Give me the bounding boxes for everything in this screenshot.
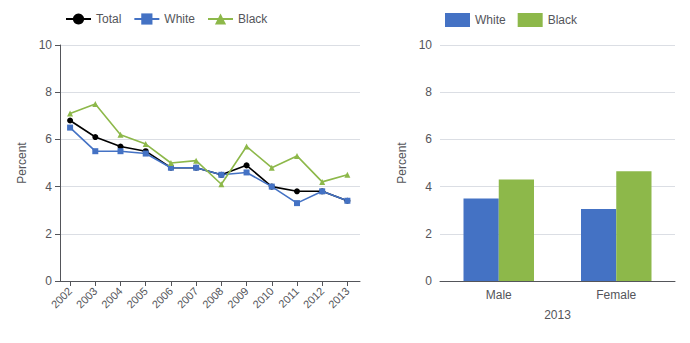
svg-text:Female: Female: [596, 288, 636, 302]
svg-text:4: 4: [425, 180, 432, 194]
svg-text:2003: 2003: [74, 285, 100, 311]
svg-text:4: 4: [45, 180, 52, 194]
svg-text:10: 10: [39, 38, 53, 52]
svg-text:6: 6: [45, 132, 52, 146]
svg-text:2008: 2008: [200, 285, 226, 311]
svg-text:8: 8: [425, 85, 432, 99]
svg-text:Male: Male: [486, 288, 512, 302]
svg-text:8: 8: [45, 85, 52, 99]
svg-text:Total: Total: [96, 12, 121, 26]
svg-text:2006: 2006: [149, 285, 175, 311]
svg-text:2002: 2002: [49, 285, 75, 311]
svg-text:White: White: [475, 13, 506, 27]
svg-text:Black: Black: [238, 12, 268, 26]
svg-text:2007: 2007: [175, 285, 201, 311]
svg-text:2013: 2013: [326, 285, 352, 311]
svg-text:10: 10: [419, 38, 433, 52]
svg-text:2011: 2011: [276, 285, 301, 310]
svg-text:0: 0: [45, 274, 52, 288]
svg-text:Black: Black: [548, 13, 578, 27]
svg-text:Percent: Percent: [395, 142, 409, 184]
svg-text:0: 0: [425, 274, 432, 288]
svg-text:2004: 2004: [99, 285, 125, 311]
svg-text:6: 6: [425, 132, 432, 146]
svg-text:2005: 2005: [124, 285, 150, 311]
svg-text:2013: 2013: [544, 308, 571, 322]
svg-text:2009: 2009: [225, 285, 251, 311]
svg-text:Percent: Percent: [15, 142, 29, 184]
svg-text:2: 2: [425, 227, 432, 241]
svg-text:2012: 2012: [301, 285, 327, 311]
svg-text:2: 2: [45, 227, 52, 241]
svg-text:White: White: [164, 12, 195, 26]
svg-text:2010: 2010: [250, 285, 276, 311]
